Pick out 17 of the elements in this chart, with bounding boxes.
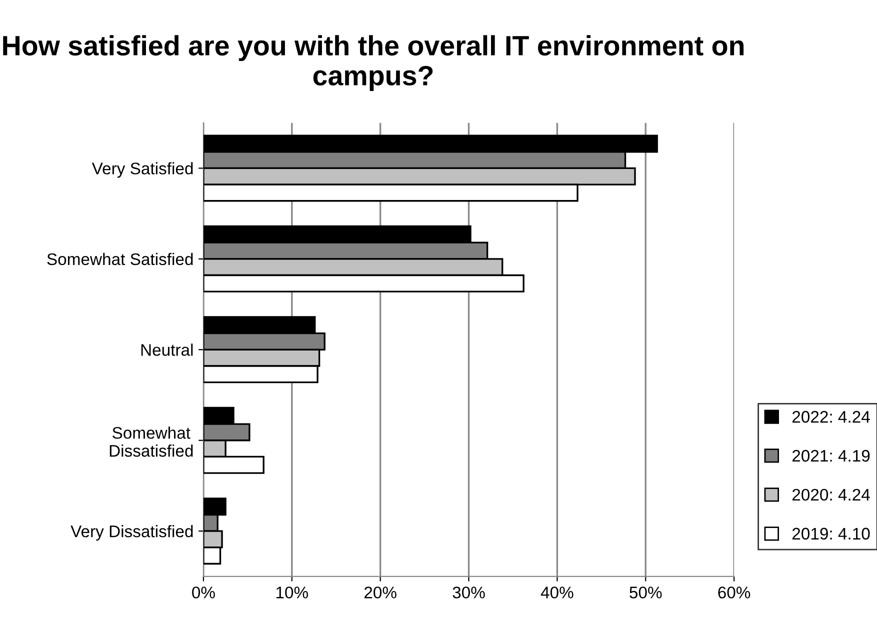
y-tick-label: Very Satisfied [92, 162, 193, 178]
x-tick-label: 40% [540, 586, 574, 598]
y-tick-label: Very Dissatisfied [70, 525, 193, 541]
legend-label: 2019: 4.10 [792, 528, 870, 540]
legend-label: 2021: 4.19 [792, 450, 870, 462]
x-tick-label: 20% [364, 586, 396, 598]
x-tick-label: 60% [718, 586, 750, 598]
y-tick-label: Neutral [141, 344, 193, 356]
legend-label: 2022: 4.24 [792, 410, 870, 423]
x-tick-label: 10% [276, 586, 308, 598]
chart-title: How satisfied are you with the overall IT environment on campus? [3, 35, 744, 91]
y-tick-label: Somewhat Dissatisfied [110, 426, 193, 457]
x-tick-label: 50% [630, 586, 662, 598]
x-tick-label: 30% [452, 586, 485, 598]
legend-label: 2020: 4.24 [792, 488, 870, 501]
x-tick-label: 0% [192, 586, 215, 598]
y-tick-label: Somewhat Satisfied [47, 252, 193, 266]
